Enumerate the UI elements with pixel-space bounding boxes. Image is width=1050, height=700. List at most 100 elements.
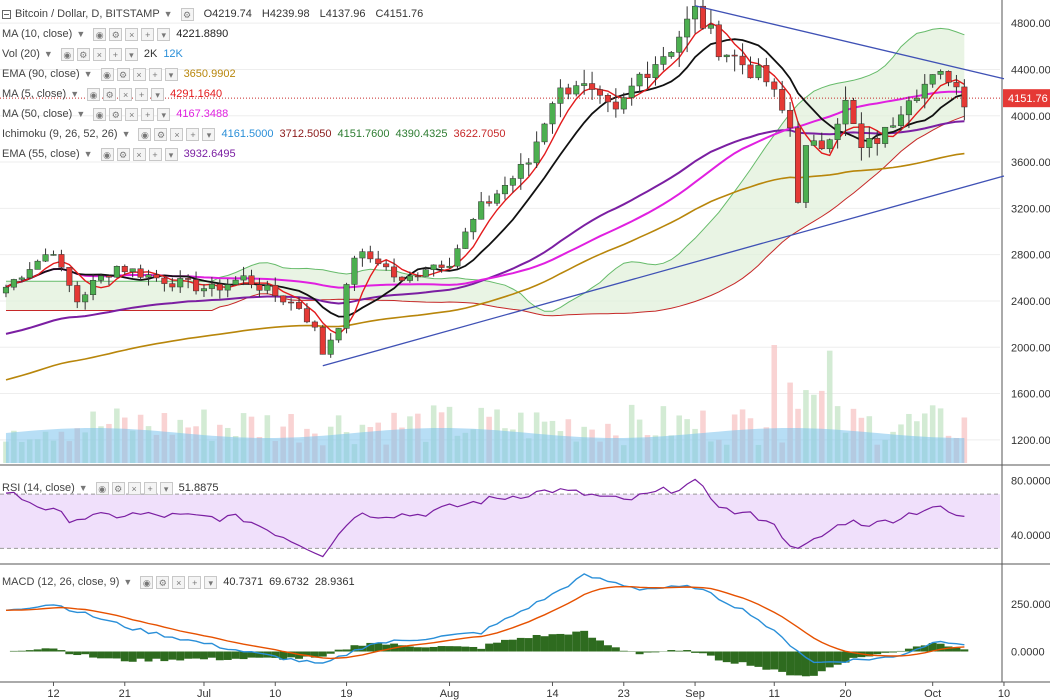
candle — [470, 219, 477, 233]
chevron-down-icon[interactable]: ▼ — [70, 89, 80, 99]
eye-icon[interactable]: ◉ — [95, 481, 109, 495]
chevron-down-icon[interactable]: ▼ — [43, 49, 53, 59]
menu-icon[interactable]: ▾ — [124, 47, 138, 61]
candle — [105, 275, 112, 278]
close-icon[interactable]: × — [132, 67, 146, 81]
macd-histogram-bar — [920, 645, 929, 652]
menu-icon[interactable]: ▾ — [164, 147, 178, 161]
eye-icon[interactable]: ◉ — [138, 127, 152, 141]
settings-icon[interactable]: ⚙ — [180, 7, 194, 21]
candle — [26, 269, 33, 279]
settings-icon[interactable]: ⚙ — [109, 107, 123, 121]
more-icon[interactable]: + — [148, 67, 162, 81]
price-tick-label: 4000.00 — [1011, 111, 1050, 123]
close-icon[interactable]: × — [119, 87, 133, 101]
macd-histogram-bar — [508, 639, 517, 652]
close-icon[interactable]: × — [170, 127, 184, 141]
candle — [272, 284, 279, 297]
candle — [573, 85, 580, 95]
candle — [327, 339, 334, 355]
collapse-icon[interactable] — [2, 9, 11, 19]
indicator-list: MA (10, close) ▼ ◉ ⚙ × + ▾ 4221.8890 Vol (20) ▼ ◉ ⚙… — [2, 24, 505, 164]
volume-bar — [771, 345, 778, 463]
more-icon[interactable]: + — [188, 575, 202, 589]
candle — [42, 254, 49, 262]
macd-histogram-bar — [936, 643, 945, 652]
chevron-down-icon[interactable]: ▼ — [163, 9, 173, 19]
close-icon[interactable]: × — [125, 27, 139, 41]
indicator-label: MA (5, close) — [2, 88, 67, 100]
rsi-label: RSI (14, close) — [2, 482, 75, 494]
chevron-down-icon[interactable]: ▼ — [123, 577, 133, 587]
candle — [422, 269, 429, 277]
chevron-down-icon[interactable]: ▼ — [121, 129, 131, 139]
more-icon[interactable]: + — [108, 47, 122, 61]
eye-icon[interactable]: ◉ — [100, 67, 114, 81]
settings-icon[interactable]: ⚙ — [154, 127, 168, 141]
candle — [874, 138, 881, 144]
menu-icon[interactable]: ▾ — [151, 87, 165, 101]
more-icon[interactable]: + — [143, 481, 157, 495]
candle — [612, 101, 619, 110]
settings-icon[interactable]: ⚙ — [111, 481, 125, 495]
more-icon[interactable]: + — [141, 107, 155, 121]
eye-icon[interactable]: ◉ — [87, 87, 101, 101]
macd-histogram-bar — [453, 646, 462, 652]
chevron-down-icon[interactable]: ▼ — [76, 109, 86, 119]
macd-histogram-bar — [136, 651, 145, 659]
price-tick-label: 2400.00 — [1011, 296, 1050, 308]
menu-icon[interactable]: ▾ — [204, 575, 218, 589]
menu-icon[interactable]: ▾ — [159, 481, 173, 495]
chevron-down-icon[interactable]: ▼ — [83, 69, 93, 79]
settings-icon[interactable]: ⚙ — [116, 67, 130, 81]
settings-icon[interactable]: ⚙ — [156, 575, 170, 589]
macd-histogram-bar — [699, 651, 707, 654]
indicator-row: EMA (55, close) ▼ ◉ ⚙ × + ▾ 3932.6495 — [2, 144, 505, 164]
candle — [715, 24, 722, 58]
more-icon[interactable]: + — [186, 127, 200, 141]
macd-tick-label: 250.0000 — [1011, 599, 1050, 611]
eye-icon[interactable]: ◉ — [140, 575, 154, 589]
candle — [414, 275, 421, 278]
macd-histogram-bar — [897, 650, 905, 652]
eye-icon[interactable]: ◉ — [100, 147, 114, 161]
close-icon[interactable]: × — [92, 47, 106, 61]
settings-icon[interactable]: ⚙ — [109, 27, 123, 41]
close-icon[interactable]: × — [127, 481, 141, 495]
price-tick-label: 3600.00 — [1011, 157, 1050, 169]
more-icon[interactable]: + — [135, 87, 149, 101]
menu-icon[interactable]: ▾ — [164, 67, 178, 81]
more-icon[interactable]: + — [148, 147, 162, 161]
menu-icon[interactable]: ▾ — [157, 107, 171, 121]
settings-icon[interactable]: ⚙ — [76, 47, 90, 61]
more-icon[interactable]: + — [141, 27, 155, 41]
macd-histogram-bar — [318, 651, 327, 657]
menu-icon[interactable]: ▾ — [202, 127, 216, 141]
eye-icon[interactable]: ◉ — [93, 107, 107, 121]
chevron-down-icon[interactable]: ▼ — [76, 29, 86, 39]
macd-histogram-bar — [192, 651, 201, 659]
settings-icon[interactable]: ⚙ — [103, 87, 117, 101]
chevron-down-icon[interactable]: ▼ — [83, 149, 93, 159]
settings-icon[interactable]: ⚙ — [116, 147, 130, 161]
macd-histogram-bar — [144, 651, 153, 662]
close-icon[interactable]: × — [172, 575, 186, 589]
close-icon[interactable]: × — [132, 147, 146, 161]
macd-histogram-bar — [841, 651, 850, 663]
macd-histogram-bar — [9, 650, 18, 652]
eye-icon[interactable]: ◉ — [60, 47, 74, 61]
macd-histogram-bar — [413, 647, 422, 652]
eye-icon[interactable]: ◉ — [93, 27, 107, 41]
indicator-row: Ichimoku (9, 26, 52, 26) ▼ ◉ ⚙ × + ▾ 4161.5000 3… — [2, 124, 505, 144]
chevron-down-icon[interactable]: ▼ — [78, 483, 88, 493]
macd-histogram-bar — [516, 637, 525, 652]
candle — [90, 280, 97, 295]
volume-ma-area — [5, 428, 965, 463]
menu-icon[interactable]: ▾ — [157, 27, 171, 41]
macd-histogram-bar — [398, 645, 406, 652]
candle — [866, 138, 873, 148]
close-icon[interactable]: × — [125, 107, 139, 121]
macd-histogram-bar — [849, 651, 858, 658]
volume-bar — [628, 404, 635, 463]
